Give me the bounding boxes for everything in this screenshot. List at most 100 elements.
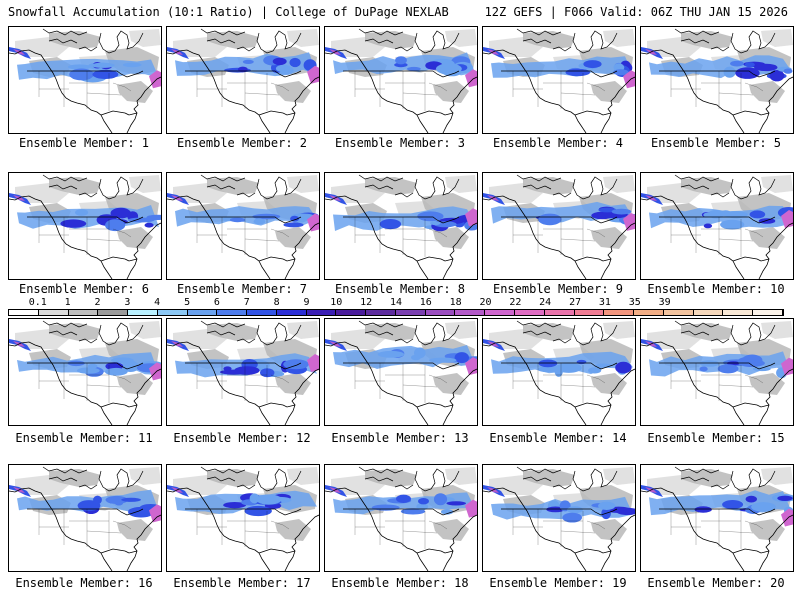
hudson-bay-coast [98, 322, 144, 346]
legend-labels: 0.1 1 2 3 4 5 6 7 8 9 10 12 14 16 18 20 22 24 27 31 35 39 [8, 297, 784, 308]
legend-tick-label: 27 [569, 297, 582, 308]
legend-swatch [515, 310, 545, 315]
ensemble-member-label: Ensemble Member: 1 [18, 136, 150, 150]
us-canada-border [659, 508, 776, 516]
ensemble-member-map [640, 172, 794, 280]
ensemble-member-label: Ensemble Member: 18 [331, 576, 469, 590]
gulf-coastline [732, 256, 770, 262]
west-coastline [9, 341, 113, 425]
northeast-max-snow [465, 208, 477, 227]
snow-moderate-shading [207, 177, 259, 195]
snow-blob [611, 208, 632, 215]
legend-swatch [693, 310, 724, 315]
us-canada-border [659, 362, 776, 370]
northeast-max-snow [623, 212, 635, 231]
gulf-coastline [574, 256, 612, 262]
snow-blob [723, 66, 736, 78]
snow-light-shading [287, 29, 319, 47]
arctic-islands [674, 28, 730, 52]
snow-blob [722, 500, 744, 509]
snow-blob [538, 359, 558, 368]
ensemble-member-label: Ensemble Member: 5 [650, 136, 782, 150]
legend-tick-label: 22 [509, 297, 522, 308]
arctic-islands [200, 320, 256, 344]
gulf-coastline [258, 256, 296, 262]
legend-swatch [157, 310, 188, 315]
ensemble-member-map [482, 172, 636, 280]
west-coastline [483, 195, 587, 279]
ensemble-member-label: Ensemble Member: 13 [331, 431, 469, 445]
state-lines [670, 509, 764, 549]
us-canada-border [501, 70, 618, 78]
snow-moderate-shading [749, 373, 785, 395]
ensemble-member-map [166, 318, 320, 426]
us-canada-border [27, 508, 144, 516]
snow-blob [430, 221, 441, 226]
snow-blob [114, 500, 124, 506]
legend-swatch [395, 310, 426, 315]
arctic-islands [674, 466, 730, 490]
west-coastline [325, 487, 429, 571]
legend-tick-label: 14 [389, 297, 403, 308]
snow-blob [396, 494, 411, 503]
snow-light-shading [445, 467, 477, 485]
snow-blob [538, 213, 562, 226]
ensemble-member-map [640, 318, 794, 426]
snow-blob [67, 64, 92, 70]
ensemble-member-map [8, 172, 162, 280]
snow-blob [708, 209, 724, 219]
northeast-max-snow [465, 69, 477, 88]
snow-blob [394, 62, 408, 68]
snow-light-shading [287, 467, 319, 485]
us-canada-border [343, 70, 460, 78]
snow-moderate-shading [681, 177, 733, 195]
west-coastline [9, 487, 113, 571]
snow-moderate-shading [433, 227, 469, 249]
snow-blob [252, 213, 281, 220]
arctic-islands [200, 174, 256, 198]
snow-blob [76, 367, 100, 374]
snow-blob [436, 63, 462, 75]
snow-blob [290, 215, 300, 222]
west-coastline [325, 341, 429, 425]
arctic-islands [358, 466, 414, 490]
ensemble-member-label: Ensemble Member: 12 [173, 431, 311, 445]
west-coastline [325, 49, 429, 133]
ensemble-member-label: Ensemble Member: 2 [176, 136, 308, 150]
ensemble-member-map [640, 26, 794, 134]
snow-blob [272, 57, 287, 66]
snow-blob [730, 60, 744, 67]
legend-tick-label: 7 [243, 297, 250, 308]
snow-moderate-shading [49, 323, 101, 341]
snow-blob [122, 62, 142, 68]
state-lines [38, 217, 132, 257]
arctic-islands [200, 28, 256, 52]
snow-blob [110, 207, 131, 219]
snow-blob [567, 506, 583, 514]
us-canada-border [343, 362, 460, 370]
hudson-bay-coast [256, 30, 302, 54]
snow-blob [546, 506, 565, 513]
legend-tick-label: 24 [539, 297, 552, 308]
legend-tick-label: 12 [360, 297, 373, 308]
ensemble-member-map [324, 464, 478, 572]
ensemble-member-label: Ensemble Member: 8 [334, 282, 466, 296]
legend-tick-label: 2 [94, 297, 101, 308]
us-canada-border [501, 508, 618, 516]
snow-moderate-shading [207, 323, 259, 341]
snow-blob [223, 502, 246, 509]
west-coastline [483, 341, 587, 425]
legend-swatch [723, 310, 754, 315]
gulf-coastline [258, 402, 296, 408]
ensemble-member-label: Ensemble Member: 17 [173, 576, 311, 590]
arctic-islands [42, 28, 98, 52]
west-coastline [167, 195, 271, 279]
snow-light-shading [603, 175, 635, 193]
ensemble-member-label: Ensemble Member: 11 [15, 431, 153, 445]
legend-tick-label: 39 [658, 297, 671, 308]
snow-blob [289, 57, 301, 68]
us-canada-border [27, 70, 144, 78]
legend-swatch [634, 310, 664, 315]
state-lines [512, 71, 606, 111]
snow-blob [121, 360, 140, 372]
